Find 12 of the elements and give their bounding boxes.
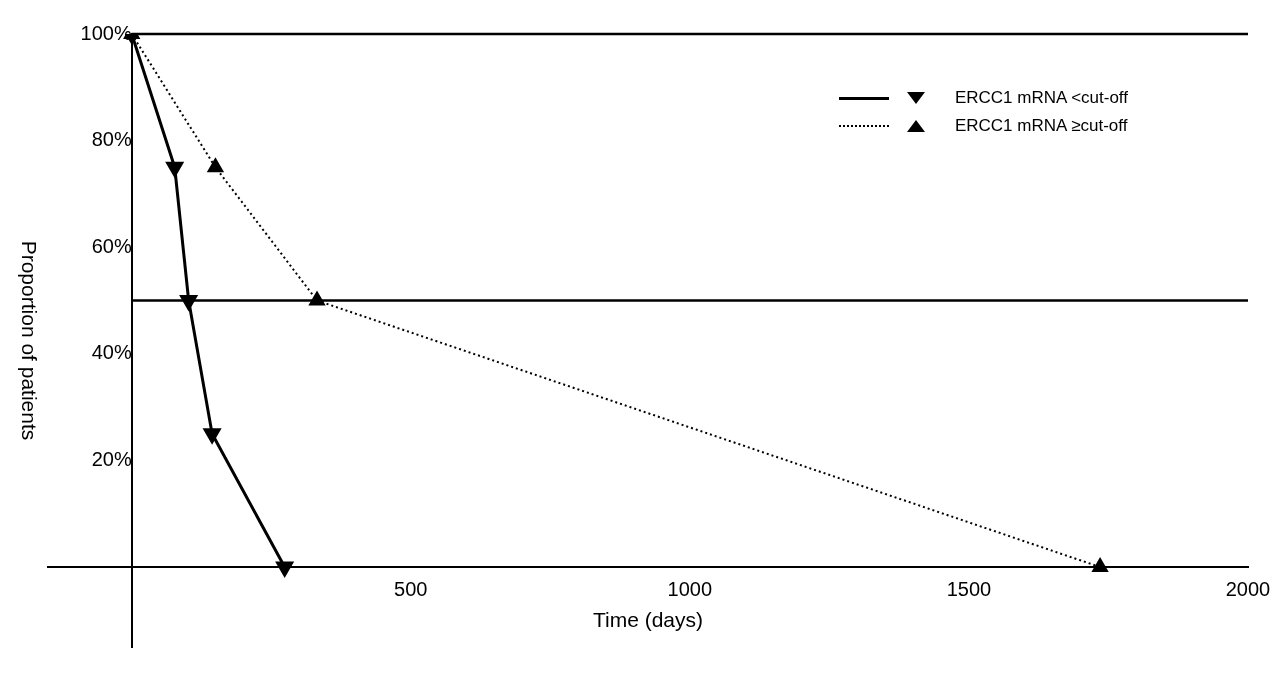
y-axis-title: Proportion of patients — [18, 240, 42, 441]
y-tick-label: 20% — [91, 447, 132, 470]
legend-label: ERCC1 mRNA <cut-off — [954, 88, 1128, 108]
y-tick-label: 60% — [91, 234, 132, 257]
y-tick-label: 40% — [91, 341, 132, 364]
x-tick-label: 1000 — [667, 577, 713, 600]
x-tick-label: 1500 — [946, 577, 992, 600]
x-tick-label: 500 — [394, 577, 428, 600]
x-tick-label: 2000 — [1225, 577, 1271, 600]
y-tick-label: 80% — [91, 128, 132, 151]
legend-label: ERCC1 mRNA ≥cut-off — [954, 116, 1128, 136]
x-axis-title: Time (days) — [592, 608, 704, 632]
